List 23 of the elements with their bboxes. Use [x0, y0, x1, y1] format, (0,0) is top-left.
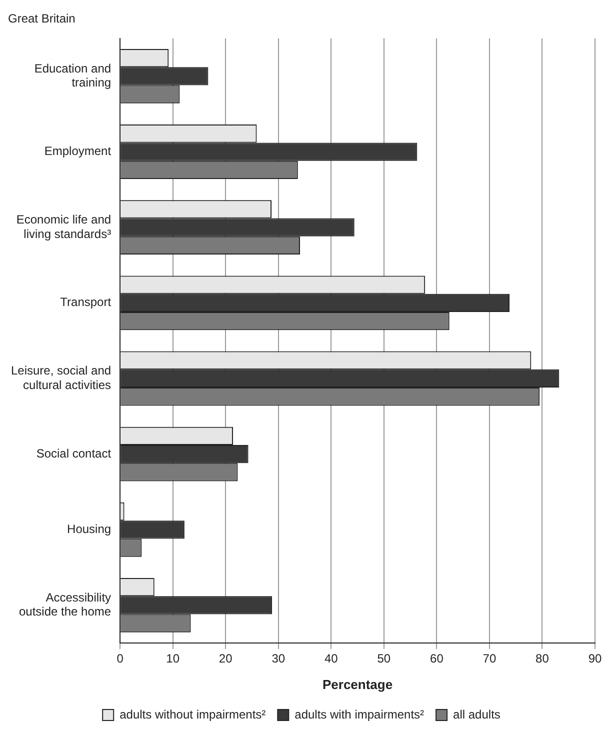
x-tick-label: 30 [272, 652, 286, 666]
y-tick-label: Accessibility outside the home [19, 590, 112, 619]
x-axis-title: Percentage [322, 676, 393, 692]
x-tick-label: 0 [116, 652, 124, 666]
y-tick-label: Social contact [36, 446, 112, 460]
legend-label: all adults [453, 707, 500, 722]
legend-label: adults without impairments² [120, 707, 266, 722]
x-tick-label: 80 [536, 652, 550, 666]
y-tick-label: Employment [44, 144, 112, 158]
x-tick-label: 50 [377, 652, 391, 666]
x-tick-label: 90 [588, 652, 602, 666]
y-tick-label: Education and training [34, 61, 112, 90]
y-tick-label: Leisure, social and cultural activities [11, 364, 112, 392]
x-tick-label: 60 [430, 652, 444, 666]
x-tick-label: 70 [482, 652, 496, 666]
x-tick-label: 40 [324, 652, 338, 666]
y-tick-label: Transport [60, 295, 112, 310]
y-tick-label: Housing [67, 522, 112, 536]
chart-title: Great Britain [8, 12, 76, 26]
x-tick-label: 10 [166, 652, 180, 666]
legend-label: adults with impairments² [294, 707, 424, 722]
y-tick-label: Economic life and living standards³ [16, 212, 112, 241]
x-tick-label: 20 [218, 652, 233, 666]
